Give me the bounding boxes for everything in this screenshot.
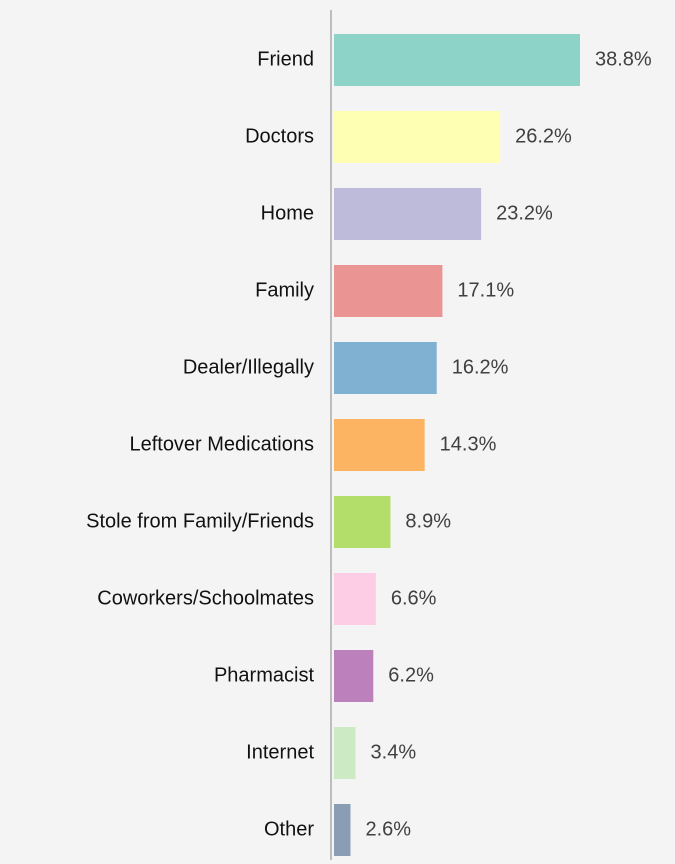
bar <box>334 419 425 471</box>
value-label: 17.1% <box>457 279 514 301</box>
bar <box>334 727 356 779</box>
bar <box>334 265 443 317</box>
value-label: 6.2% <box>388 664 434 686</box>
value-label: 23.2% <box>496 202 553 224</box>
bar <box>334 650 374 702</box>
bar <box>334 34 580 86</box>
value-label: 8.9% <box>405 510 451 532</box>
value-label: 38.8% <box>595 48 652 70</box>
category-label: Doctors <box>245 125 314 147</box>
value-label: 6.6% <box>391 587 437 609</box>
category-label: Friend <box>257 48 314 70</box>
category-label: Pharmacist <box>214 664 314 686</box>
bar <box>334 804 351 856</box>
value-label: 26.2% <box>515 125 572 147</box>
category-label: Family <box>255 279 314 301</box>
bar <box>334 111 501 163</box>
category-label: Internet <box>246 741 314 763</box>
category-label: Coworkers/Schoolmates <box>97 587 314 609</box>
value-label: 2.6% <box>365 818 411 840</box>
bar <box>334 496 391 548</box>
category-label: Dealer/Illegally <box>183 356 314 378</box>
bar <box>334 573 376 625</box>
value-label: 16.2% <box>452 356 509 378</box>
value-label: 14.3% <box>440 433 497 455</box>
bar <box>334 342 437 394</box>
category-label: Leftover Medications <box>129 433 314 455</box>
value-label: 3.4% <box>371 741 417 763</box>
category-label: Home <box>261 202 314 224</box>
category-label: Stole from Family/Friends <box>86 510 314 532</box>
bar <box>334 188 482 240</box>
category-label: Other <box>264 818 314 840</box>
